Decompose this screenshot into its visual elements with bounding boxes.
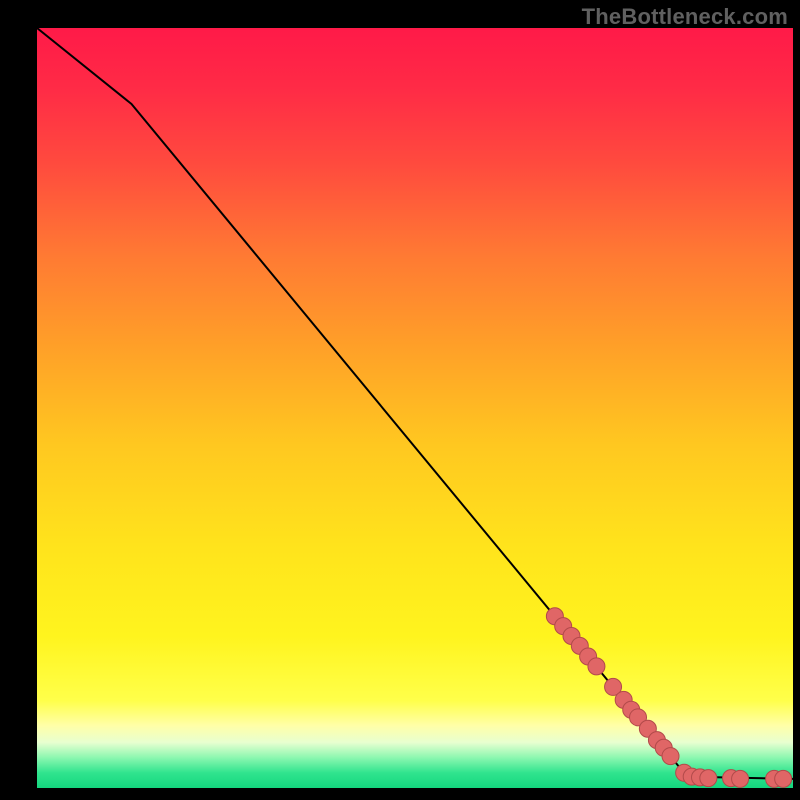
data-point xyxy=(775,770,792,787)
data-point xyxy=(732,770,749,787)
data-point xyxy=(700,770,717,787)
gradient-background xyxy=(37,28,793,788)
watermark-text: TheBottleneck.com xyxy=(582,4,788,30)
data-point xyxy=(662,748,679,765)
chart-svg xyxy=(37,28,793,788)
chart-frame: TheBottleneck.com xyxy=(0,0,800,800)
plot-area xyxy=(37,28,793,788)
data-point xyxy=(588,658,605,675)
